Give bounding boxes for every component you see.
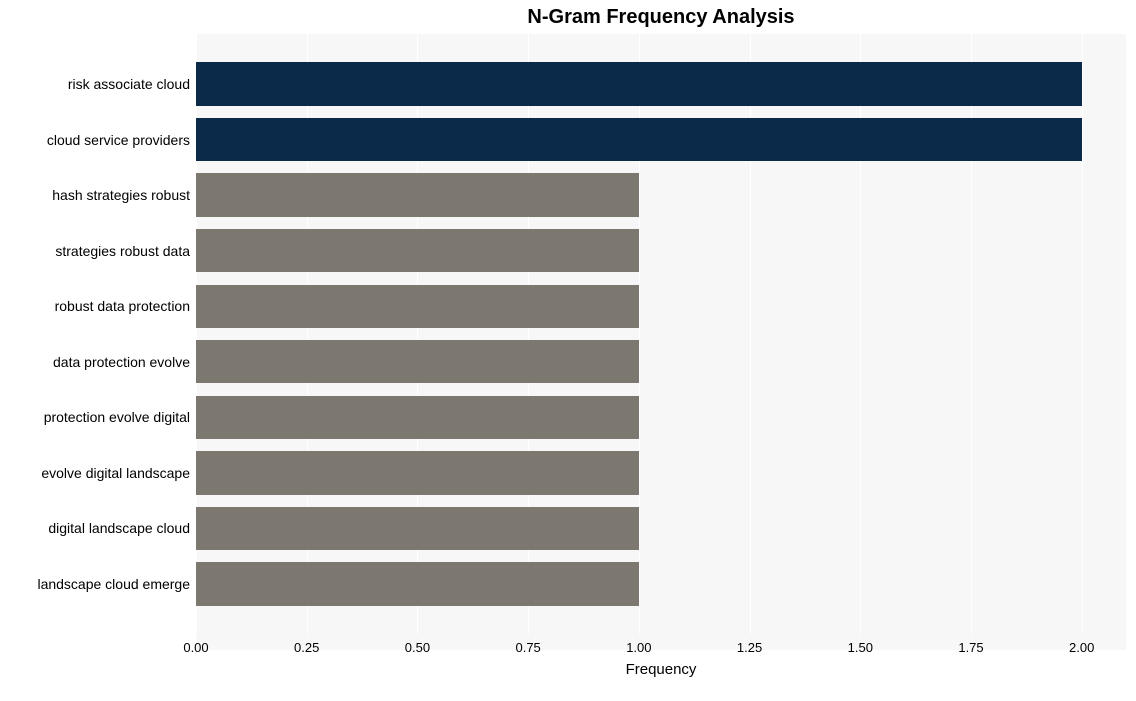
y-axis-category-label: protection evolve digital — [0, 409, 190, 425]
bar — [196, 451, 639, 494]
y-axis-category-label: digital landscape cloud — [0, 520, 190, 536]
chart-title: N-Gram Frequency Analysis — [196, 6, 1126, 29]
y-axis-category-label: hash strategies robust — [0, 187, 190, 203]
y-axis-category-label: landscape cloud emerge — [0, 576, 190, 592]
x-axis-tick-label: 0.25 — [294, 640, 319, 655]
y-axis-category-label: data protection evolve — [0, 354, 190, 370]
x-axis-tick-label: 0.75 — [515, 640, 540, 655]
y-axis-category-label: strategies robust data — [0, 243, 190, 259]
bar — [196, 229, 639, 272]
bar — [196, 340, 639, 383]
x-axis-tick-label: 0.00 — [183, 640, 208, 655]
bar — [196, 285, 639, 328]
x-axis-tick-label: 1.50 — [848, 640, 873, 655]
x-axis-tick-label: 1.00 — [626, 640, 651, 655]
y-axis-category-label: risk associate cloud — [0, 76, 190, 92]
bar — [196, 62, 1082, 105]
x-axis-label: Frequency — [196, 661, 1126, 678]
x-axis-tick-label: 1.25 — [737, 640, 762, 655]
bar — [196, 118, 1082, 161]
bar — [196, 173, 639, 216]
bar — [196, 507, 639, 550]
bar — [196, 562, 639, 605]
y-axis-category-label: robust data protection — [0, 298, 190, 314]
x-axis-tick-label: 0.50 — [405, 640, 430, 655]
bar — [196, 396, 639, 439]
y-axis-category-label: evolve digital landscape — [0, 465, 190, 481]
ngram-frequency-chart: N-Gram Frequency Analysis Frequency risk… — [0, 0, 1136, 701]
x-axis-tick-label: 1.75 — [958, 640, 983, 655]
grid-line — [1082, 34, 1083, 634]
plot-area — [196, 34, 1126, 650]
x-axis-tick-label: 2.00 — [1069, 640, 1094, 655]
y-axis-category-label: cloud service providers — [0, 132, 190, 148]
